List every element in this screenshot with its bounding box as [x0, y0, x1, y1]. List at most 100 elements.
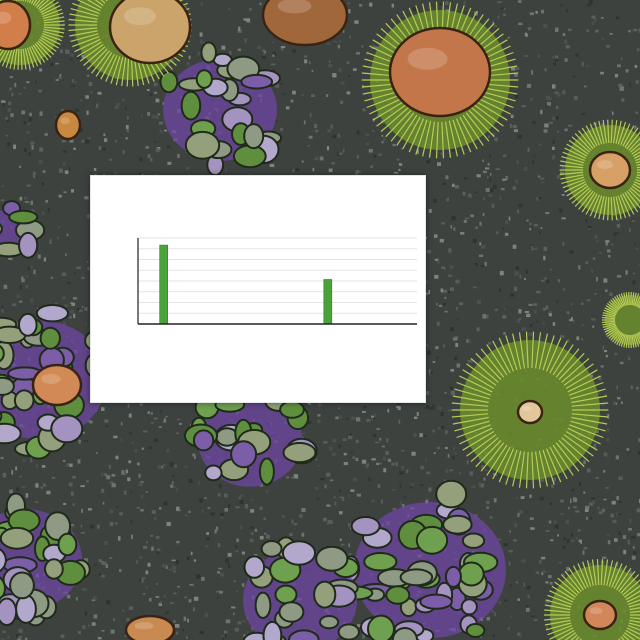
gravel-speck [106, 600, 111, 605]
burr-spike [34, 0, 41, 7]
gravel-speck [619, 212, 623, 216]
gravel-speck [317, 419, 321, 424]
gravel-speck [601, 123, 605, 127]
gravel-speck [470, 358, 473, 363]
gravel-speck [199, 498, 203, 503]
gravel-speck [635, 248, 639, 250]
gravel-speck [465, 217, 470, 220]
gravel-speck [419, 433, 423, 438]
gravel-speck [101, 407, 105, 411]
gravel-speck [101, 630, 105, 632]
gravel-speck [218, 483, 222, 488]
gravel-speck [138, 473, 141, 478]
pebble [274, 584, 298, 605]
gravel-speck [510, 293, 515, 297]
gravel-speck [2, 473, 7, 478]
gravel-speck [292, 90, 296, 95]
gravel-speck [346, 418, 349, 421]
burr-spike [83, 46, 106, 66]
gravel-speck [543, 23, 548, 28]
gravel-speck [533, 303, 538, 306]
pebble [18, 312, 38, 337]
gravel-speck [556, 106, 559, 109]
gravel-speck [373, 46, 378, 49]
gravel-speck [583, 491, 586, 494]
gravel-speck [548, 310, 553, 314]
gravel-speck [250, 499, 253, 501]
gravel-speck [75, 108, 80, 112]
gravel-speck [452, 455, 455, 461]
gravel-speck [504, 307, 507, 310]
nut [124, 614, 176, 640]
pebble [44, 558, 64, 580]
gravel-speck [530, 246, 533, 248]
gravel-speck [19, 475, 22, 478]
gravel-speck [280, 46, 284, 51]
gravel-speck [239, 496, 241, 500]
gravel-speck [340, 543, 345, 546]
gravel-speck [600, 365, 604, 368]
burr-spike [581, 127, 596, 148]
burr-spike [616, 567, 632, 591]
gravel-speck [588, 228, 591, 230]
gravel-speck [93, 564, 98, 566]
gravel-speck [541, 9, 544, 14]
gravel-speck [603, 470, 606, 473]
gravel-speck [162, 101, 165, 105]
burr-spike [615, 120, 622, 144]
gravel-speck [126, 617, 130, 622]
burr-spike [36, 41, 52, 58]
pebble [254, 591, 272, 619]
gravel-speck [130, 490, 133, 493]
gravel-speck [437, 446, 440, 450]
gravel-speck [188, 599, 192, 603]
gravel-speck [98, 559, 102, 563]
bar-series [159, 244, 333, 325]
gravel-speck [434, 234, 438, 238]
burr-spike [577, 563, 589, 588]
gravel-speck [176, 541, 180, 545]
gravel-speck [635, 206, 638, 208]
gravel-speck [1, 638, 5, 640]
gravel-speck [326, 42, 331, 45]
gravel-speck [498, 601, 502, 604]
gravel-speck [509, 123, 512, 129]
gravel-speck [513, 539, 517, 542]
gravel-speck [205, 537, 210, 541]
gravel-speck [32, 210, 35, 213]
gravel-speck [551, 484, 554, 489]
gravel-speck [581, 324, 584, 327]
gravel-speck [545, 599, 550, 603]
gravel-speck [266, 534, 270, 539]
gravel-speck [600, 17, 604, 19]
gravel-speck [220, 572, 224, 577]
gravel-speck [606, 534, 610, 537]
burr-spike [564, 181, 586, 193]
gravel-speck [160, 410, 162, 413]
gravel-speck [139, 157, 143, 162]
gravel-speck [536, 320, 539, 323]
gravel-speck [480, 264, 485, 267]
gravel-speck [590, 516, 593, 520]
gravel-speck [585, 261, 589, 264]
gravel-speck [128, 460, 132, 464]
gravel-speck [76, 307, 81, 311]
burr-spike [76, 41, 103, 58]
gravel-speck [67, 281, 71, 285]
pebble [8, 209, 39, 225]
gravel-speck [356, 493, 361, 497]
burr-spike [69, 30, 98, 37]
gravel-speck [548, 575, 552, 579]
gravel-speck [24, 148, 27, 152]
gravel-speck [143, 430, 148, 433]
gravel-speck [78, 439, 81, 444]
gravel-speck [451, 215, 456, 221]
gravel-speck [605, 240, 610, 243]
gravel-speck [143, 545, 148, 549]
gravel-speck [137, 462, 140, 466]
gravel-speck [387, 408, 390, 413]
gravel-speck [70, 58, 73, 61]
gravel-speck [526, 313, 531, 318]
gravel-speck [259, 535, 264, 540]
gravel-speck [155, 536, 160, 540]
